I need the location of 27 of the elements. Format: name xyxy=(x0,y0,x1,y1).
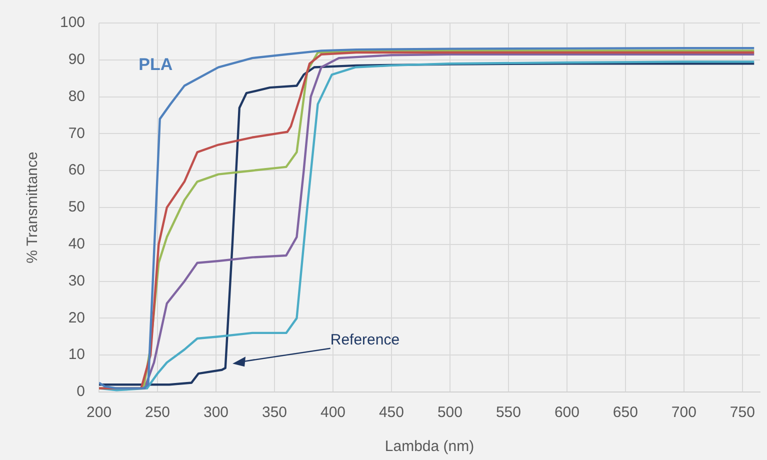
x-tick-label: 350 xyxy=(262,404,288,422)
x-tick-label: 550 xyxy=(496,404,521,422)
y-tick-label: 10 xyxy=(68,346,86,364)
y-tick-label: 40 xyxy=(68,236,86,253)
x-tick-label: 700 xyxy=(671,404,696,422)
x-tick-label: 200 xyxy=(86,404,112,422)
x-tick-label: 250 xyxy=(145,404,170,422)
x-tick-label: 600 xyxy=(554,404,580,422)
series-label: PLA xyxy=(138,55,173,74)
y-tick-label: 80 xyxy=(68,88,86,105)
x-tick-label: 650 xyxy=(612,404,638,422)
y-tick-label: 0 xyxy=(76,383,86,400)
x-tick-label: 750 xyxy=(730,404,755,422)
x-tick-label: 300 xyxy=(203,404,229,422)
y-axis-title: % Transmittance xyxy=(24,152,42,264)
x-tick-label: 450 xyxy=(378,404,404,422)
y-tick-label: 60 xyxy=(68,162,86,179)
x-tick-label: 500 xyxy=(437,404,462,422)
x-tick-label: 400 xyxy=(320,404,346,422)
y-tick-label: 20 xyxy=(68,309,86,326)
y-tick-label: 50 xyxy=(68,198,86,216)
y-tick-label: 90 xyxy=(68,51,86,68)
y-tick-label: 30 xyxy=(68,272,86,290)
y-tick-label: 70 xyxy=(68,124,86,142)
text: Reference xyxy=(330,331,400,348)
x-axis-title: Lambda (nm) xyxy=(384,438,474,456)
y-tick-label: 100 xyxy=(60,14,86,32)
